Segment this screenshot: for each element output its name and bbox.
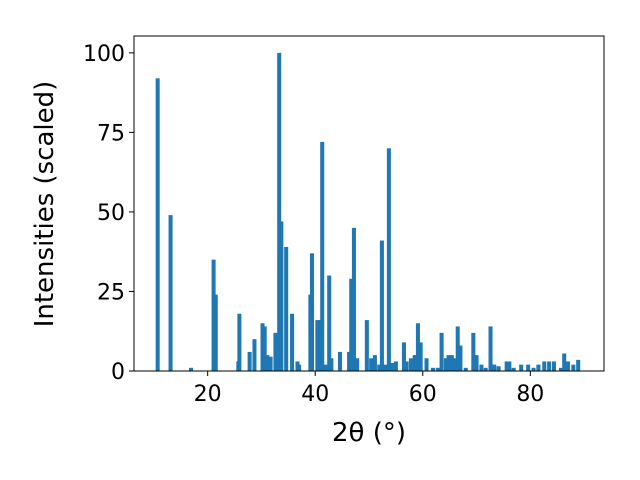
x-tick-label: 60 [409,382,437,407]
bar [571,364,576,371]
bar [329,358,334,371]
bar [213,294,218,371]
bar [297,364,302,371]
x-axis-label: 2θ (°) [332,418,406,448]
bar [364,320,369,371]
bar [496,366,501,371]
bar [323,364,328,371]
bar [551,361,557,371]
bar [519,364,524,371]
bar [337,351,342,371]
bar [355,358,360,371]
bar [349,278,354,371]
bar [252,339,257,371]
bar [511,367,516,371]
bar [430,367,436,371]
bar [315,320,320,371]
bar [168,215,173,371]
bar [463,367,468,371]
x-tick-label: 20 [194,382,222,407]
bar [260,323,265,371]
bar [424,358,429,371]
bar [309,253,315,371]
bar [320,141,325,371]
bar [377,364,382,371]
bar [435,367,440,371]
bar [488,326,493,371]
bar [279,221,284,371]
plot-frame [133,35,605,372]
y-tick-label: 25 [97,280,125,305]
bar [211,259,216,371]
bar [446,355,451,371]
bar [576,359,581,371]
x-tick-label: 40 [301,382,329,407]
bar [455,326,460,371]
bar [474,355,479,371]
bar [526,364,531,371]
bar [562,353,567,371]
bar [277,52,282,371]
x-tick-label: 80 [516,382,544,407]
y-tick-label: 75 [97,121,125,146]
bar [401,342,406,371]
bar [408,358,413,371]
bar [479,364,484,371]
bar [439,332,444,371]
bar [449,355,454,371]
bar [536,364,541,371]
y-tick-label: 50 [97,201,125,226]
bar [418,342,423,371]
bar [390,363,395,371]
y-tick-label: 100 [83,42,125,67]
bar [415,323,420,371]
bar [265,355,270,371]
bar [412,355,417,371]
bar [372,355,377,371]
bar [268,356,273,371]
bar [542,361,547,371]
y-axis-label: Intensities (scaled) [30,81,60,328]
y-tick-label: 0 [111,360,125,385]
bar [383,364,388,371]
bar [393,361,398,371]
bar [318,320,323,371]
bar [273,332,278,371]
bar [386,148,391,371]
bar [492,364,497,371]
bar [327,275,332,371]
bar [404,361,409,371]
bar [247,351,252,371]
bar [188,367,194,371]
bar [504,361,509,371]
bar [565,361,570,371]
bar [458,345,463,371]
bar [547,361,552,371]
bar [558,367,563,371]
bar [262,326,267,371]
bar [347,351,352,371]
bar [507,361,512,371]
bar [379,240,384,371]
bar [237,313,242,371]
bar [471,332,476,371]
bar [452,358,457,371]
bar [369,358,374,371]
bar [290,313,295,371]
bar [284,246,289,371]
bar [531,367,536,371]
bar [483,367,488,371]
bar [155,78,160,371]
bar [351,227,356,371]
bar [443,358,448,371]
